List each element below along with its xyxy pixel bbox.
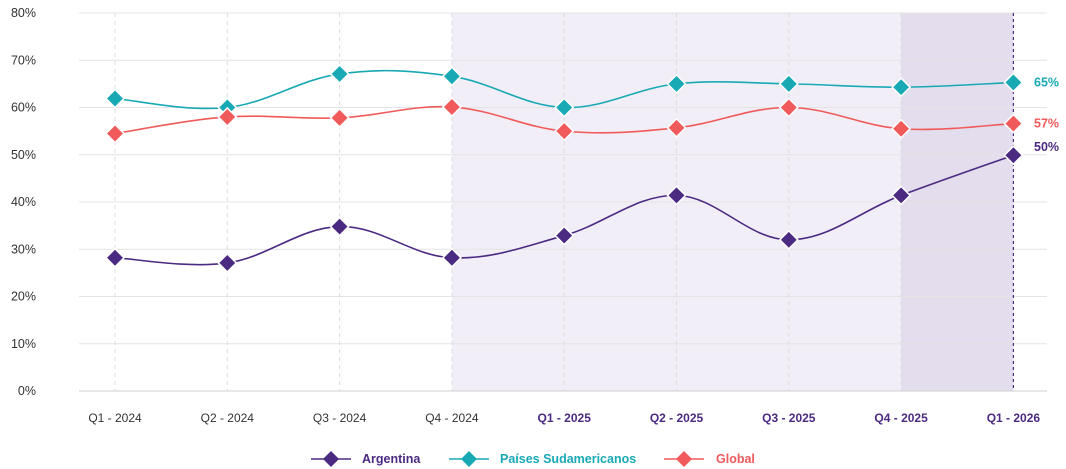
- y-tick-label: 10%: [11, 337, 36, 351]
- data-point-global: [1003, 113, 1024, 134]
- x-tick-label: Q1 - 2025: [538, 411, 592, 425]
- end-label-argentina: 50%: [1034, 140, 1059, 154]
- y-tick-label: 40%: [11, 195, 36, 209]
- legend-item-argentina: Argentina: [311, 451, 421, 467]
- legend: Argentina Países Sudamericanos Global: [311, 451, 755, 467]
- data-point-global: [666, 117, 687, 138]
- data-point-argentina: [554, 225, 575, 246]
- x-tick-label: Q4 - 2024: [425, 411, 479, 425]
- data-point-global: [104, 123, 126, 144]
- end-label-paises-sudamericanos: 65%: [1034, 75, 1059, 89]
- x-tick-label: Q2 - 2024: [201, 411, 255, 425]
- legend-marker: [323, 451, 339, 467]
- data-point-argentina: [329, 216, 350, 237]
- legend-item-global: Global: [664, 451, 755, 467]
- legend-marker: [676, 451, 692, 467]
- data-point-global: [778, 97, 799, 118]
- data-point-paises-sudamericanos: [329, 63, 350, 85]
- legend-marker: [461, 451, 477, 467]
- data-point-paises-sudamericanos: [891, 77, 912, 98]
- y-tick-label: 60%: [11, 101, 36, 115]
- data-point-paises-sudamericanos: [666, 73, 687, 94]
- x-tick-label: Q1 - 2026: [987, 411, 1041, 425]
- y-tick-label: 30%: [11, 242, 36, 256]
- data-point-argentina: [891, 185, 912, 206]
- data-point-global: [329, 107, 350, 128]
- y-tick-label: 20%: [11, 290, 36, 304]
- data-point-global: [891, 118, 912, 139]
- y-tick-label: 0%: [18, 384, 36, 398]
- data-point-argentina: [1003, 145, 1024, 166]
- series-lines: 50% 65% 57%: [104, 63, 1059, 274]
- data-point-paises-sudamericanos: [778, 73, 799, 94]
- legend-item-paises-sudamericanos: Países Sudamericanos: [449, 451, 636, 467]
- end-label-global: 57%: [1034, 117, 1059, 131]
- y-tick-label: 70%: [11, 53, 36, 67]
- data-point-argentina: [778, 229, 799, 250]
- data-point-global: [217, 106, 238, 128]
- data-point-argentina: [441, 247, 462, 268]
- data-point-global: [554, 121, 575, 142]
- data-point-paises-sudamericanos: [441, 66, 462, 87]
- y-tick-label: 50%: [11, 148, 36, 162]
- data-point-argentina: [104, 247, 126, 268]
- x-tick-label: Q3 - 2024: [313, 411, 367, 425]
- x-tick-label: Q2 - 2025: [650, 411, 704, 425]
- y-tick-label: 80%: [11, 6, 36, 20]
- series-argentina: 50%: [104, 140, 1059, 274]
- legend-label: Países Sudamericanos: [500, 452, 636, 466]
- legend-label: Global: [716, 452, 755, 466]
- legend-label: Argentina: [362, 452, 421, 466]
- data-point-paises-sudamericanos: [1003, 72, 1024, 93]
- data-point-global: [441, 96, 462, 118]
- axis-labels: 0% 10% 20% 30% 40% 50% 60% 70% 80% Q1 - 2024 Q2 - …: [11, 6, 1040, 425]
- series-global: 57%: [104, 96, 1059, 144]
- data-point-paises-sudamericanos: [554, 97, 575, 118]
- x-tick-label: Q4 - 2025: [874, 411, 928, 425]
- x-tick-label: Q3 - 2025: [762, 411, 816, 425]
- x-tick-label: Q1 - 2024: [88, 411, 142, 425]
- data-point-paises-sudamericanos: [104, 88, 126, 109]
- data-point-argentina: [217, 252, 238, 274]
- data-point-argentina: [666, 185, 687, 206]
- series-paises-sudamericanos: 65%: [104, 63, 1059, 118]
